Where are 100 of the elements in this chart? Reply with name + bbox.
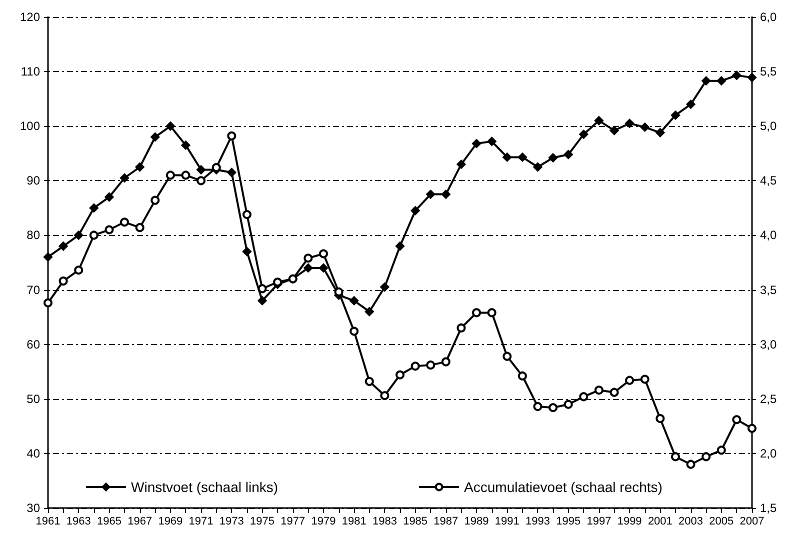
point xyxy=(732,70,742,80)
y2-tick-label: 3,0 xyxy=(760,337,778,352)
y2-tick-label: 4,0 xyxy=(760,228,778,242)
point xyxy=(472,138,482,148)
point xyxy=(364,376,374,386)
x-tick-label: 1999 xyxy=(617,516,642,528)
x-tick-label: 1971 xyxy=(188,516,214,528)
point xyxy=(548,403,558,412)
point xyxy=(410,206,420,216)
point xyxy=(594,116,604,126)
point xyxy=(625,376,634,385)
y-tick-label: 100 xyxy=(20,119,40,134)
point xyxy=(441,357,450,366)
point xyxy=(196,165,206,174)
point xyxy=(441,190,451,199)
y2-tick-label: 2,5 xyxy=(760,392,778,406)
point xyxy=(242,246,252,256)
x-tick-label: 1979 xyxy=(311,516,336,528)
point xyxy=(364,307,374,316)
point xyxy=(410,362,420,371)
point xyxy=(74,266,84,275)
point xyxy=(104,192,114,202)
x-tick-label: 2007 xyxy=(740,516,764,528)
point xyxy=(686,100,696,109)
x-tick-label: 1995 xyxy=(556,516,581,528)
point xyxy=(350,326,359,336)
x-tick-label: 1963 xyxy=(66,516,91,528)
x-tick-label: 1967 xyxy=(128,516,152,528)
y2-tick-label: 6,0 xyxy=(760,10,778,24)
point xyxy=(748,424,756,433)
x-tick-label: 2005 xyxy=(709,516,734,528)
point xyxy=(380,391,390,400)
point xyxy=(396,370,404,380)
legend-label: Winstvoet (schaal links) xyxy=(131,479,278,495)
y-tick-label: 50 xyxy=(26,392,40,406)
y-tick-label: 70 xyxy=(26,282,40,297)
point xyxy=(395,242,405,251)
point xyxy=(43,252,53,262)
point xyxy=(456,323,466,332)
point xyxy=(426,190,436,199)
point xyxy=(472,308,482,318)
point xyxy=(150,196,160,205)
point xyxy=(670,452,680,462)
point xyxy=(594,386,604,395)
point xyxy=(716,446,726,455)
point xyxy=(579,392,588,402)
point xyxy=(564,150,573,160)
point xyxy=(304,263,313,273)
point xyxy=(380,282,390,292)
point xyxy=(89,230,98,240)
point xyxy=(120,218,130,227)
point xyxy=(732,415,742,424)
y-tick-label: 90 xyxy=(26,174,40,188)
point xyxy=(135,223,144,232)
y-tick-label: 30 xyxy=(26,501,40,515)
point xyxy=(304,254,313,263)
point xyxy=(181,140,190,150)
x-tick-label: 1975 xyxy=(250,516,275,528)
point xyxy=(548,153,558,162)
point xyxy=(610,126,619,136)
y-tick-label: 120 xyxy=(20,10,40,24)
point xyxy=(196,176,206,186)
point xyxy=(564,400,573,409)
point xyxy=(58,242,68,251)
point xyxy=(44,298,52,308)
point xyxy=(227,168,236,178)
point xyxy=(181,170,190,180)
point xyxy=(349,296,359,306)
point xyxy=(747,72,757,82)
legend-label: Accumulatievoet (schaal rechts) xyxy=(464,479,662,495)
point xyxy=(318,249,328,258)
point xyxy=(166,122,176,131)
point xyxy=(701,76,711,86)
x-tick-label: 1973 xyxy=(219,516,244,528)
x-tick-label: 1987 xyxy=(434,516,458,528)
point xyxy=(533,162,542,172)
y2-tick-label: 1,5 xyxy=(760,501,778,515)
point xyxy=(502,352,512,361)
point xyxy=(518,371,527,380)
point xyxy=(258,296,267,306)
x-tick-label: 1993 xyxy=(525,516,550,528)
point xyxy=(135,162,144,172)
x-tick-label: 1977 xyxy=(280,516,306,528)
point xyxy=(258,284,267,294)
point xyxy=(120,173,130,183)
point xyxy=(318,263,328,273)
y2-tick-label: 5,0 xyxy=(760,119,778,134)
x-tick-label: 1965 xyxy=(96,516,122,528)
point xyxy=(640,122,650,132)
point xyxy=(89,203,99,213)
x-tick-label: 1991 xyxy=(494,516,520,528)
point xyxy=(579,130,588,139)
point xyxy=(487,136,496,146)
y2-tick-label: 5,5 xyxy=(760,64,778,79)
point xyxy=(58,276,68,286)
y-tick-label: 40 xyxy=(26,446,40,460)
x-tick-label: 1969 xyxy=(158,516,183,528)
point xyxy=(456,160,466,169)
point xyxy=(670,110,680,120)
point xyxy=(227,131,236,140)
